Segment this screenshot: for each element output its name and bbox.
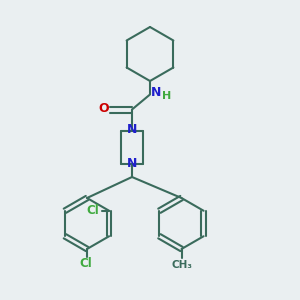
Text: CH₃: CH₃ bbox=[171, 260, 192, 270]
Text: N: N bbox=[127, 122, 137, 136]
Text: Cl: Cl bbox=[87, 204, 100, 217]
Text: H: H bbox=[162, 91, 171, 101]
Text: O: O bbox=[99, 101, 110, 115]
Text: N: N bbox=[127, 157, 137, 170]
Text: N: N bbox=[151, 86, 161, 100]
Text: Cl: Cl bbox=[79, 256, 92, 270]
